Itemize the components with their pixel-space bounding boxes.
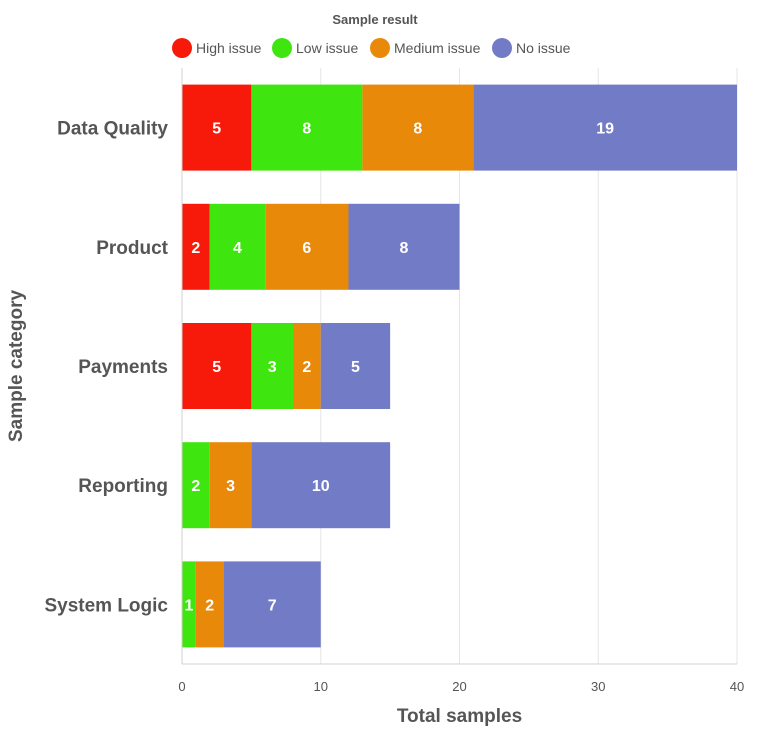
legend-swatch-no-issue — [492, 38, 512, 58]
data-label-reporting-low-issue: 2 — [191, 478, 200, 495]
legend-label-high-issue: High issue — [196, 40, 262, 56]
x-tick-label-20: 20 — [452, 679, 466, 694]
x-tick-label-40: 40 — [730, 679, 744, 694]
data-label-reporting-medium-issue: 3 — [226, 478, 235, 495]
legend-swatch-high-issue — [172, 38, 192, 58]
legend-label-no-issue: No issue — [516, 40, 571, 56]
bar-data-quality-no-issue[interactable] — [473, 84, 737, 171]
data-label-payments-no-issue: 5 — [351, 359, 360, 376]
bar-product-high-issue[interactable] — [182, 203, 210, 290]
data-label-data-quality-high-issue: 5 — [212, 121, 221, 138]
data-label-reporting-no-issue: 10 — [312, 478, 330, 495]
bar-product-low-issue[interactable] — [209, 203, 266, 290]
data-label-data-quality-medium-issue: 8 — [413, 121, 422, 138]
legend-item-no-issue[interactable]: No issue — [492, 38, 571, 58]
category-label-system-logic: System Logic — [44, 595, 168, 616]
bars — [182, 84, 737, 648]
bar-payments-low-issue[interactable] — [251, 323, 293, 409]
axes: 0 10 20 30 40 Data Quality Product Payments Repo… — [6, 68, 744, 727]
data-label-data-quality-low-issue: 8 — [302, 121, 311, 138]
bar-payments-medium-issue[interactable] — [293, 323, 321, 409]
bar-system-logic-no-issue[interactable] — [223, 561, 321, 648]
legend-item-medium-issue[interactable]: Medium issue — [370, 38, 481, 58]
data-label-product-high-issue: 2 — [191, 240, 200, 257]
data-label-system-logic-medium-issue: 2 — [205, 597, 214, 614]
legend-swatch-low-issue — [272, 38, 292, 58]
bar-data-quality-high-issue[interactable] — [182, 84, 252, 171]
data-label-data-quality-no-issue: 19 — [596, 121, 614, 138]
data-label-payments-low-issue: 3 — [268, 359, 277, 376]
legend-label-medium-issue: Medium issue — [394, 40, 481, 56]
bar-system-logic-low-issue[interactable] — [182, 561, 196, 648]
data-label-payments-high-issue: 5 — [212, 359, 221, 376]
legend-item-low-issue[interactable]: Low issue — [272, 38, 358, 58]
bar-data-quality-low-issue[interactable] — [251, 84, 363, 171]
bar-system-logic-medium-issue[interactable] — [195, 561, 224, 648]
data-label-product-medium-issue: 6 — [302, 240, 311, 257]
bar-reporting-low-issue[interactable] — [182, 442, 210, 529]
legend-swatch-medium-issue — [370, 38, 390, 58]
data-label-system-logic-no-issue: 7 — [268, 597, 277, 614]
category-label-data-quality: Data Quality — [57, 119, 168, 140]
category-label-reporting: Reporting — [78, 476, 168, 497]
category-label-product: Product — [96, 238, 168, 259]
bar-payments-no-issue[interactable] — [320, 323, 391, 409]
legend-item-high-issue[interactable]: High issue — [172, 38, 262, 58]
data-label-product-low-issue: 4 — [233, 240, 242, 257]
legend-label-low-issue: Low issue — [296, 40, 358, 56]
bar-product-no-issue[interactable] — [348, 203, 460, 290]
x-tick-label-30: 30 — [591, 679, 605, 694]
legend-title: Sample result — [332, 12, 418, 27]
bar-reporting-medium-issue[interactable] — [209, 442, 252, 529]
bar-reporting-no-issue[interactable] — [251, 442, 391, 529]
data-label-product-no-issue: 8 — [400, 240, 409, 257]
x-tick-label-10: 10 — [314, 679, 328, 694]
bar-payments-high-issue[interactable] — [182, 323, 252, 409]
x-tick-label-0: 0 — [178, 679, 185, 694]
data-label-payments-medium-issue: 2 — [302, 359, 311, 376]
bar-data-quality-medium-issue[interactable] — [362, 84, 474, 171]
category-label-payments: Payments — [78, 357, 168, 378]
data-labels: 5 8 8 192 4 6 85 3 2 52 3 101 2 7 — [184, 121, 614, 615]
x-axis-title: Total samples — [397, 706, 522, 727]
bar-product-medium-issue[interactable] — [265, 203, 349, 290]
legend: Sample result High issue Low issue Medium i… — [172, 12, 571, 58]
data-label-system-logic-low-issue: 1 — [184, 597, 193, 614]
y-axis-title: Sample category — [6, 290, 27, 442]
